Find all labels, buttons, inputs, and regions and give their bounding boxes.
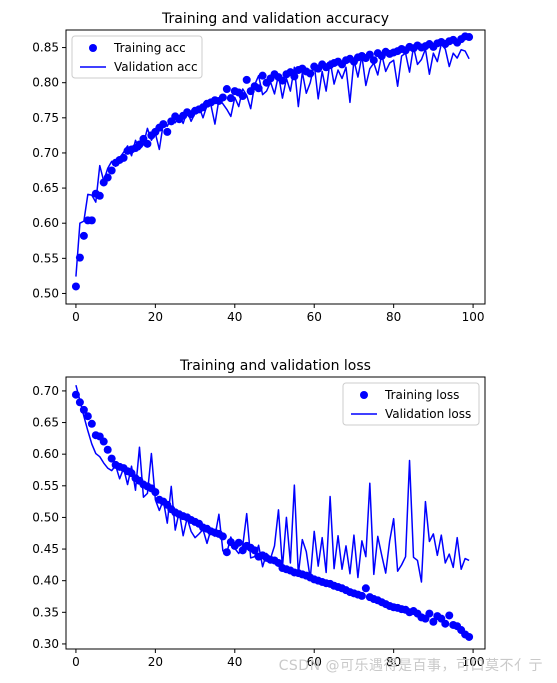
data-point [163, 127, 172, 136]
data-point [258, 71, 267, 80]
y-tick-label: 0.55 [32, 479, 59, 493]
chart-title: Training and validation accuracy [161, 11, 389, 27]
series-line-1 [75, 385, 470, 583]
data-point [99, 437, 108, 446]
series-line-1 [75, 43, 470, 277]
legend-label: Training acc [113, 41, 186, 55]
legend-dot-swatch [89, 44, 97, 52]
data-point [369, 56, 378, 65]
data-point [79, 231, 88, 240]
data-point [465, 33, 474, 42]
y-tick-label: 0.50 [32, 286, 59, 300]
x-tick-label: 60 [307, 310, 322, 324]
axes-frame [65, 376, 486, 650]
data-point [107, 454, 116, 463]
y-tick-label: 0.55 [32, 251, 59, 265]
data-point [234, 538, 243, 547]
x-tick-label: 20 [148, 310, 163, 324]
x-tick-label: 100 [462, 655, 485, 669]
data-point [357, 591, 366, 600]
y-tick-label: 0.70 [32, 146, 59, 160]
x-tick-label: 0 [72, 310, 80, 324]
data-point [83, 412, 92, 421]
y-tick-label: 0.60 [32, 447, 59, 461]
y-tick-label: 0.65 [32, 181, 59, 195]
data-point [361, 584, 370, 593]
y-tick-label: 0.40 [32, 574, 59, 588]
y-tick-label: 0.30 [32, 637, 59, 651]
y-tick-label: 0.80 [32, 76, 59, 90]
axes-frame [65, 29, 486, 305]
data-point [143, 139, 152, 148]
y-tick-label: 0.35 [32, 605, 59, 619]
x-tick-label: 80 [386, 310, 401, 324]
legend-dot-swatch [360, 391, 368, 399]
data-point [71, 282, 80, 291]
y-tick-label: 0.50 [32, 510, 59, 524]
legend-label: Validation loss [385, 407, 471, 421]
accuracy-chart: Training and validation accuracy 0 20 40 60 8… [32, 11, 486, 324]
y-tick-label: 0.75 [32, 111, 59, 125]
watermark-text: CSDN @可乐遇得是百事，可口莫不亻亍 [278, 658, 543, 674]
data-point [242, 75, 251, 84]
y-tick-label: 0.85 [32, 41, 59, 55]
data-point [425, 609, 434, 618]
data-point [365, 50, 374, 59]
data-point [95, 191, 104, 200]
y-tick-label: 0.70 [32, 384, 59, 398]
x-tick-label: 60 [307, 655, 322, 669]
data-point [218, 532, 227, 541]
data-point [226, 94, 235, 103]
legend: Training acc Validation acc [71, 35, 203, 79]
data-point [87, 216, 96, 225]
data-point [429, 617, 438, 626]
data-point [107, 166, 116, 175]
x-tick-label: 40 [227, 310, 242, 324]
y-tick-label: 0.60 [32, 216, 59, 230]
legend-label: Validation acc [114, 60, 198, 74]
chart-title: Training and validation loss [179, 358, 371, 374]
x-tick-label: 80 [386, 655, 401, 669]
loss-chart: Training and validation loss 0 20 40 60 80 100… [32, 358, 486, 669]
y-tick-label: 0.65 [32, 416, 59, 430]
data-point [445, 611, 454, 620]
data-point [87, 419, 96, 428]
x-tick-label: 40 [227, 655, 242, 669]
x-tick-label: 0 [72, 655, 80, 669]
data-point [222, 85, 231, 94]
data-point [465, 632, 474, 641]
y-tick-label: 0.45 [32, 542, 59, 556]
legend-label: Training loss [384, 388, 459, 402]
x-tick-label: 100 [462, 310, 485, 324]
data-point [441, 619, 450, 628]
legend: Training loss Validation loss [342, 382, 480, 426]
data-point [103, 445, 112, 454]
x-tick-label: 20 [148, 655, 163, 669]
data-point [218, 93, 227, 102]
